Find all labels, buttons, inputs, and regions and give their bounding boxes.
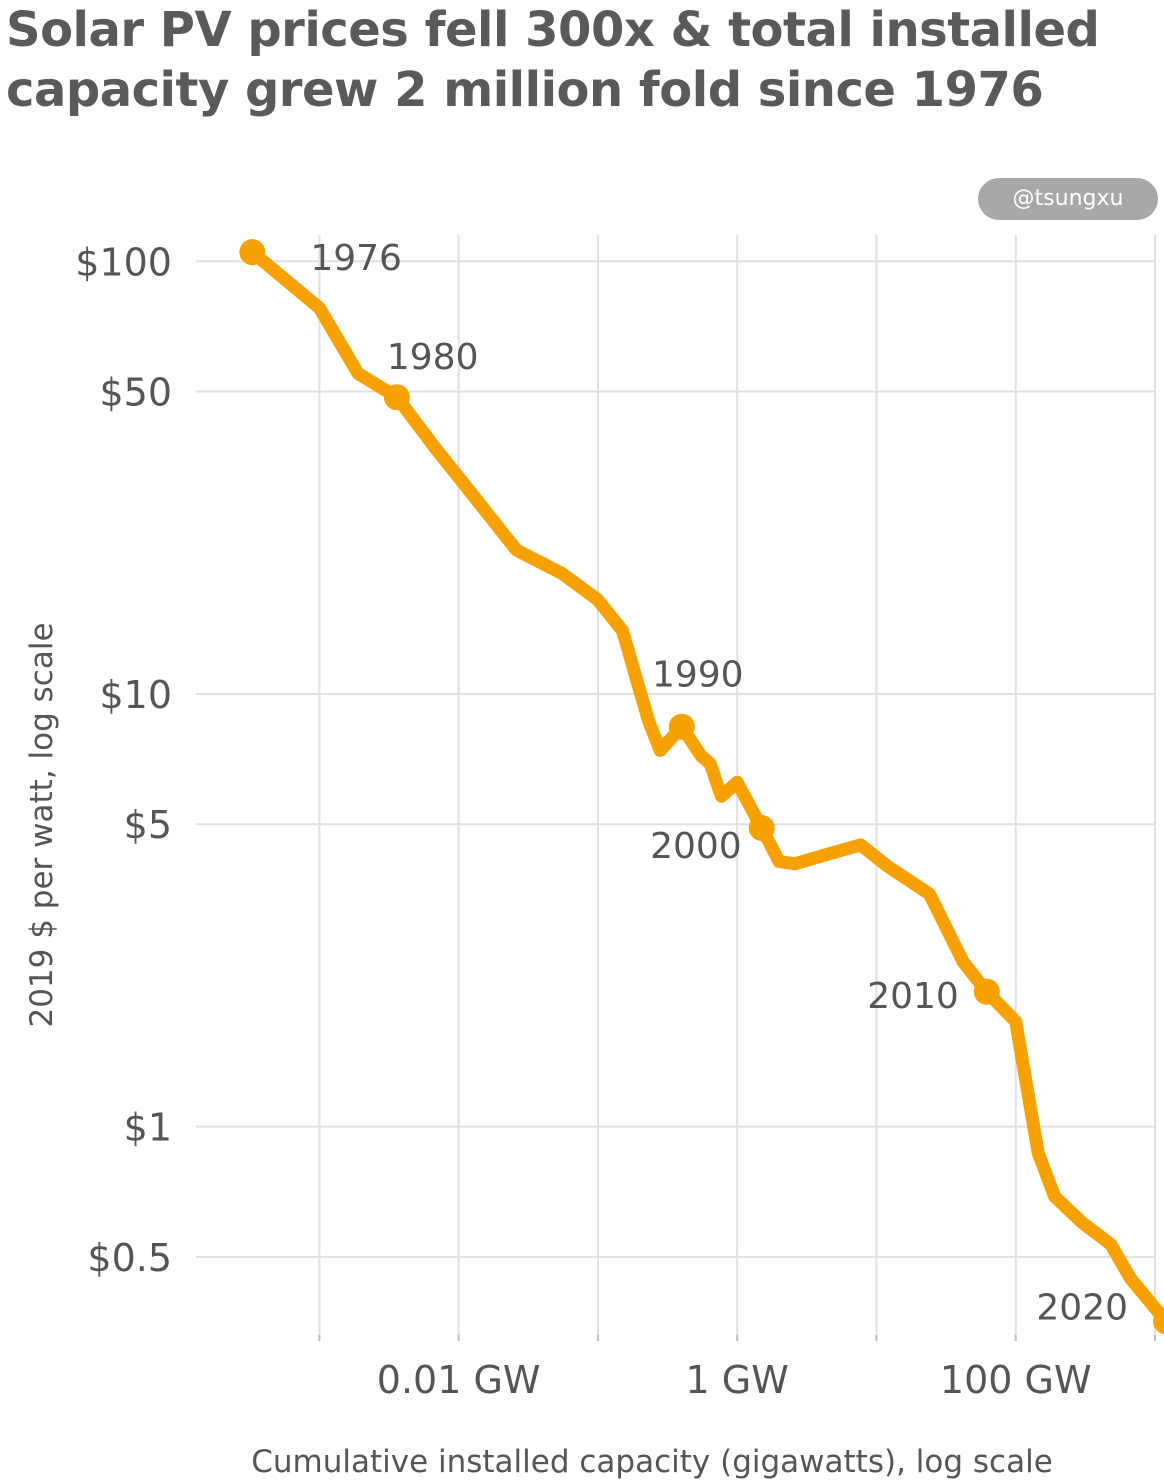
x-tick-label: 1 GW <box>686 1358 789 1402</box>
y-tick-label: $50 <box>99 371 172 415</box>
author-badge: @tsungxu <box>978 178 1158 220</box>
y-tick-label: $100 <box>75 240 172 284</box>
series-line <box>245 245 1164 1328</box>
x-tick-label: 0.01 GW <box>377 1358 541 1402</box>
year-marker-2020 <box>1153 1308 1164 1335</box>
x-tick-label: 100 GW <box>940 1358 1092 1402</box>
year-marker-2010 <box>973 978 1000 1005</box>
year-marker-1980 <box>383 384 410 411</box>
grid <box>196 235 1156 1341</box>
y-tick-label: $10 <box>99 673 172 717</box>
x-axis-title: Cumulative installed capacity (gigawatts… <box>251 1444 1053 1480</box>
year-label-1976: 1976 <box>310 238 402 279</box>
year-label-1980: 1980 <box>387 337 479 378</box>
y-tick-label: $5 <box>124 803 172 847</box>
y-axis-title: 2019 $ per watt, log scale <box>24 622 60 1027</box>
year-label-1990: 1990 <box>652 655 744 696</box>
y-tick-label: $0.5 <box>87 1236 172 1280</box>
year-label-2000: 2000 <box>650 826 742 867</box>
year-labels: 1976 1980 1990 2000 2010 2020 <box>310 238 1128 1328</box>
axis-ticks: $100 $50 $10 $5 $1 $0.5 0.01 GW 1 GW 100 GW <box>75 240 1091 1402</box>
year-marker-2000 <box>748 815 775 842</box>
data-points <box>239 239 1164 1335</box>
year-label-2010: 2010 <box>867 976 959 1017</box>
price-line <box>245 245 1164 1328</box>
y-tick-label: $1 <box>124 1106 172 1150</box>
year-marker-1990 <box>668 713 695 740</box>
chart-title: Solar PV prices fell 300x & total instal… <box>6 2 1100 118</box>
year-label-2020: 2020 <box>1036 1287 1128 1328</box>
year-marker-1976 <box>239 239 266 266</box>
